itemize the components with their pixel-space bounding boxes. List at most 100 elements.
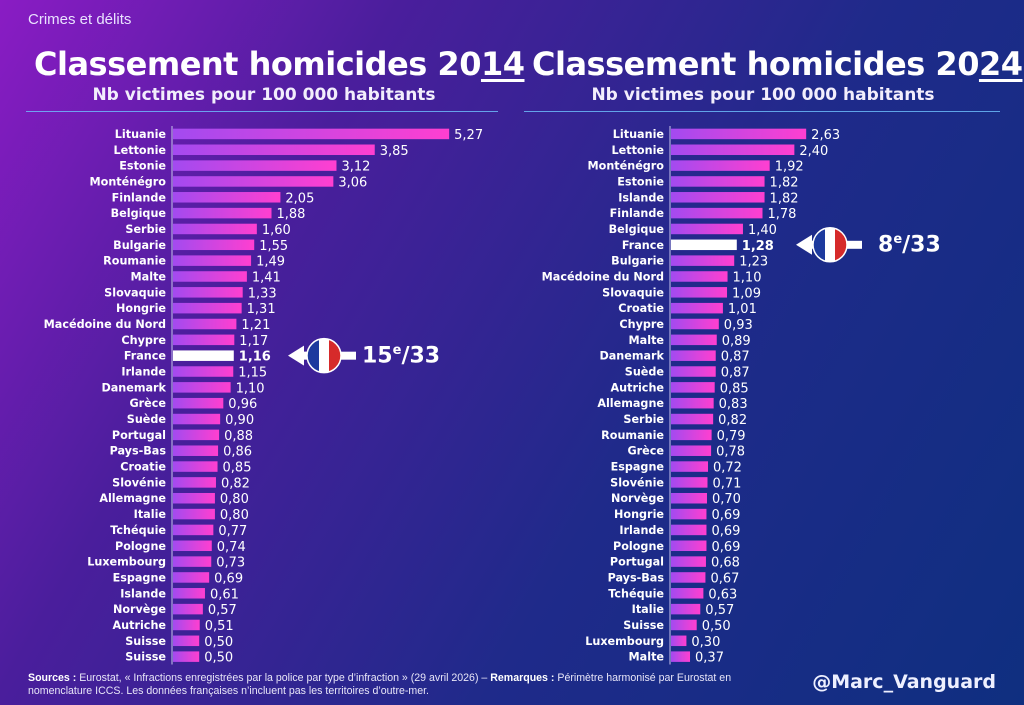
bar — [671, 255, 735, 266]
bar — [671, 192, 765, 203]
bar — [173, 192, 281, 203]
category-label: Slovénie — [112, 476, 166, 489]
bar — [671, 603, 701, 615]
bar — [671, 477, 708, 488]
value-label: 1,15 — [238, 366, 267, 381]
bar — [671, 318, 719, 330]
bar — [671, 556, 706, 567]
category-label: Irlande — [121, 366, 166, 379]
category-label: Finlande — [112, 191, 167, 204]
value-label: 1,88 — [277, 207, 306, 222]
category-label: Suisse — [125, 635, 166, 648]
value-label: 0,78 — [716, 445, 745, 460]
value-label: 0,50 — [204, 651, 233, 666]
footer-sources: Sources : Eurostat, « Infractions enregi… — [28, 672, 768, 697]
bar — [173, 334, 235, 346]
value-label: 0,79 — [717, 429, 746, 444]
value-label: 0,80 — [220, 492, 249, 507]
value-label: 0,63 — [708, 587, 737, 602]
value-label: 0,50 — [702, 619, 731, 634]
value-label: 1,49 — [256, 255, 285, 270]
value-label: 0,87 — [721, 366, 750, 381]
value-label: 0,71 — [712, 476, 741, 491]
value-label: 0,30 — [691, 635, 720, 650]
bar — [671, 223, 743, 235]
value-label: 0,69 — [711, 540, 740, 555]
value-label: 1,09 — [732, 286, 761, 301]
category-label: Pologne — [115, 540, 166, 553]
bar — [671, 334, 717, 346]
category-label: Danemark — [101, 381, 166, 394]
category-label: Suisse — [125, 651, 166, 664]
bar — [173, 287, 243, 298]
pointer-arrow — [288, 345, 310, 366]
category-label: Slovénie — [610, 476, 664, 489]
value-label: 0,70 — [712, 492, 741, 507]
value-label: 3,06 — [338, 175, 367, 190]
bar — [173, 413, 221, 425]
category-label: Estonie — [119, 160, 166, 173]
value-label: 0,67 — [710, 571, 739, 586]
category-label: Croatie — [618, 302, 664, 315]
bar — [173, 540, 212, 552]
value-label: 1,16 — [239, 350, 271, 365]
bar — [671, 397, 714, 409]
value-label: 0,82 — [221, 476, 250, 491]
value-label: 2,63 — [811, 128, 840, 143]
bar — [173, 429, 220, 441]
category-label: Norvège — [113, 603, 166, 616]
bar — [671, 366, 716, 377]
divider-2024 — [524, 111, 1000, 112]
category-label: Portugal — [112, 429, 166, 442]
value-label: 0,96 — [228, 397, 257, 412]
bar — [173, 572, 210, 583]
value-label: 0,88 — [224, 429, 253, 444]
bar — [671, 508, 707, 520]
category-label: Allemagne — [99, 492, 166, 505]
category-label: Slovaquie — [602, 286, 664, 299]
title-2024-prefix: Classement homicides 20 — [532, 45, 979, 83]
bar — [173, 223, 257, 235]
title-2024-year: 24 — [978, 45, 1023, 83]
divider-2014 — [26, 111, 498, 112]
category-label: Luxembourg — [87, 556, 166, 569]
bar — [173, 508, 215, 520]
pointer-stub — [338, 351, 356, 360]
category-label: Bulgarie — [113, 239, 166, 252]
bar — [173, 461, 218, 472]
bar — [671, 429, 712, 441]
value-label: 1,28 — [742, 239, 774, 254]
category-label: Espagne — [611, 461, 665, 474]
bar — [671, 651, 691, 662]
rank-2024-suffix: e — [893, 232, 903, 247]
bar — [671, 635, 687, 647]
category-label: Roumanie — [601, 429, 664, 442]
category-label: Espagne — [113, 571, 167, 584]
title-2014-prefix: Classement homicides 20 — [34, 45, 481, 83]
category-label: Pays-Bas — [608, 571, 665, 584]
value-label: 0,50 — [204, 635, 233, 650]
category-label: Serbie — [623, 413, 664, 426]
value-label: 1,17 — [239, 334, 268, 349]
category-label: Slovaquie — [104, 286, 166, 299]
value-label: 0,77 — [218, 524, 247, 539]
remarks-label: Remarques : — [490, 672, 555, 684]
value-label: 1,10 — [733, 270, 762, 285]
bar — [173, 524, 214, 536]
category-label: Italie — [632, 603, 665, 616]
category-label: Irlande — [619, 524, 664, 537]
value-label: 0,83 — [719, 397, 748, 412]
bar — [671, 176, 765, 187]
value-label: 1,92 — [775, 160, 804, 175]
bar — [671, 382, 715, 393]
category-label: Norvège — [611, 492, 664, 505]
subtitle-2014: Nb victimes pour 100 000 habitants — [92, 85, 436, 105]
bar — [173, 397, 224, 409]
title-2024: Classement homicides 2024 — [532, 44, 1023, 84]
author-handle: @Marc_Vanguard — [812, 671, 996, 693]
value-label: 1,40 — [748, 223, 777, 238]
category-label: Grèce — [129, 397, 166, 410]
flag-ring — [306, 337, 342, 374]
category-label: Monténégro — [90, 175, 167, 188]
value-label: 0,69 — [214, 571, 243, 586]
